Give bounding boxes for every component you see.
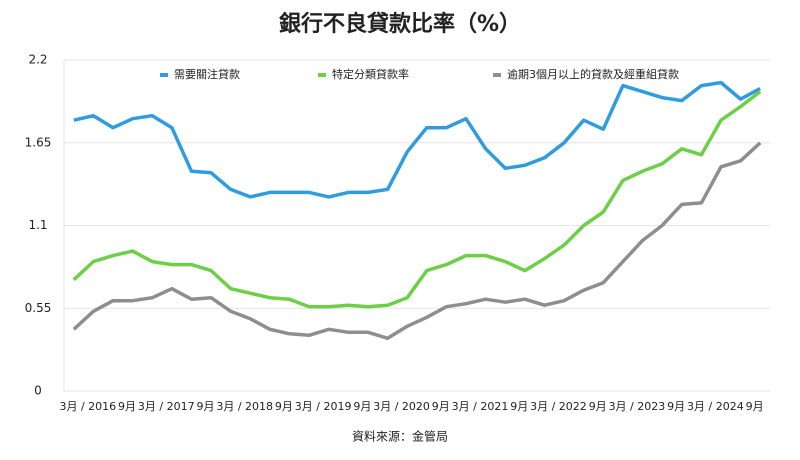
- y-tick-label: 1.1: [28, 218, 47, 232]
- legend-label: 需要關注貸款: [174, 67, 240, 81]
- x-tick-label: 9月: [196, 400, 214, 413]
- y-tick-label: 0: [34, 384, 42, 398]
- y-tick-label: 0.55: [25, 301, 52, 315]
- x-tick-label: 3月 / 2020: [373, 400, 430, 413]
- x-tick-label: 9月: [118, 400, 136, 413]
- x-tick-label: 9月: [353, 400, 371, 413]
- series-line: [72, 141, 762, 341]
- x-tick-label: 3月 / 2017: [138, 400, 195, 413]
- legend-label: 逾期3個月以上的貸款及經重組貸款: [507, 67, 679, 81]
- x-tick-label: 9月: [510, 400, 528, 413]
- x-tick-label: 3月 / 2019: [295, 400, 352, 413]
- y-tick-label: 2.2: [28, 53, 47, 67]
- series-line: [72, 90, 762, 309]
- x-tick-label: 3月 / 2024: [687, 400, 744, 413]
- x-tick-label: 9月: [746, 400, 764, 413]
- y-tick-label: 1.65: [25, 135, 52, 149]
- x-tick-label: 3月 / 2016: [59, 400, 116, 413]
- x-tick-label: 3月 / 2023: [609, 400, 666, 413]
- source-note: 資料來源：金管局: [352, 429, 448, 444]
- x-tick-label: 3月 / 2022: [530, 400, 587, 413]
- x-tick-label: 3月 / 2021: [452, 400, 509, 413]
- chart-title: 銀行不良貸款比率（%）: [279, 11, 521, 37]
- x-tick-label: 9月: [275, 400, 293, 413]
- x-tick-label: 9月: [432, 400, 450, 413]
- series-line: [73, 80, 762, 199]
- x-tick-label: 9月: [667, 400, 685, 413]
- x-tick-label: 9月: [589, 400, 607, 413]
- x-tick-label: 3月 / 2018: [216, 400, 273, 413]
- legend-label: 特定分類貸款率: [332, 67, 409, 81]
